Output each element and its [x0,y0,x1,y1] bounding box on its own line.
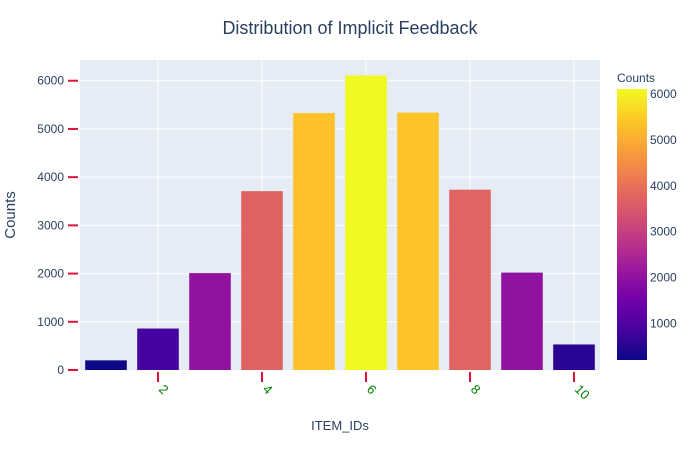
x-tick-labels: 2 4 6 8 10 [156,382,593,403]
x-tick-label: 6 [364,382,380,398]
x-tick-label: 4 [260,382,276,398]
bar-item-3 [189,273,231,370]
colorbar: Counts 1000 2000 3000 4000 5000 6000 [617,71,677,360]
y-tick-label: 3000 [37,218,64,232]
colorbar-tick-label: 3000 [650,225,677,239]
bar-item-1 [85,360,127,370]
y-tick-labels: 0 1000 2000 3000 4000 5000 6000 [37,74,64,377]
y-tick-label: 1000 [37,315,64,329]
y-tick-label: 0 [57,363,64,377]
bars [85,75,595,371]
bar-item-9 [501,272,543,370]
bar-item-8 [449,189,491,370]
y-tick-label: 4000 [37,170,64,184]
y-axis-title: Counts [2,191,19,239]
bar-item-7 [397,112,439,371]
x-tick-label: 8 [468,382,484,398]
colorbar-tick-labels: 1000 2000 3000 4000 5000 6000 [650,87,677,330]
x-tick-label: 10 [572,382,593,403]
colorbar-tick-label: 2000 [650,270,677,284]
bar-item-4 [241,191,283,370]
chart-title: Distribution of Implicit Feedback [222,18,478,38]
x-axis-title: ITEM_IDs [311,418,369,433]
x-tick-label: 2 [156,382,172,398]
colorbar-title: Counts [617,71,655,85]
bar-item-5 [293,113,335,371]
tick-marks [68,79,575,382]
colorbar-tick-label: 6000 [650,87,677,101]
y-tick-label: 6000 [37,74,64,88]
colorbar-gradient [617,89,647,360]
bar-item-10 [553,344,595,370]
colorbar-tick-label: 1000 [650,316,677,330]
y-tick-label: 5000 [37,122,64,136]
colorbar-tick-label: 5000 [650,133,677,147]
bar-item-6 [345,75,387,371]
y-tick-label: 2000 [37,267,64,281]
bar-item-2 [137,328,179,370]
colorbar-tick-label: 4000 [650,179,677,193]
